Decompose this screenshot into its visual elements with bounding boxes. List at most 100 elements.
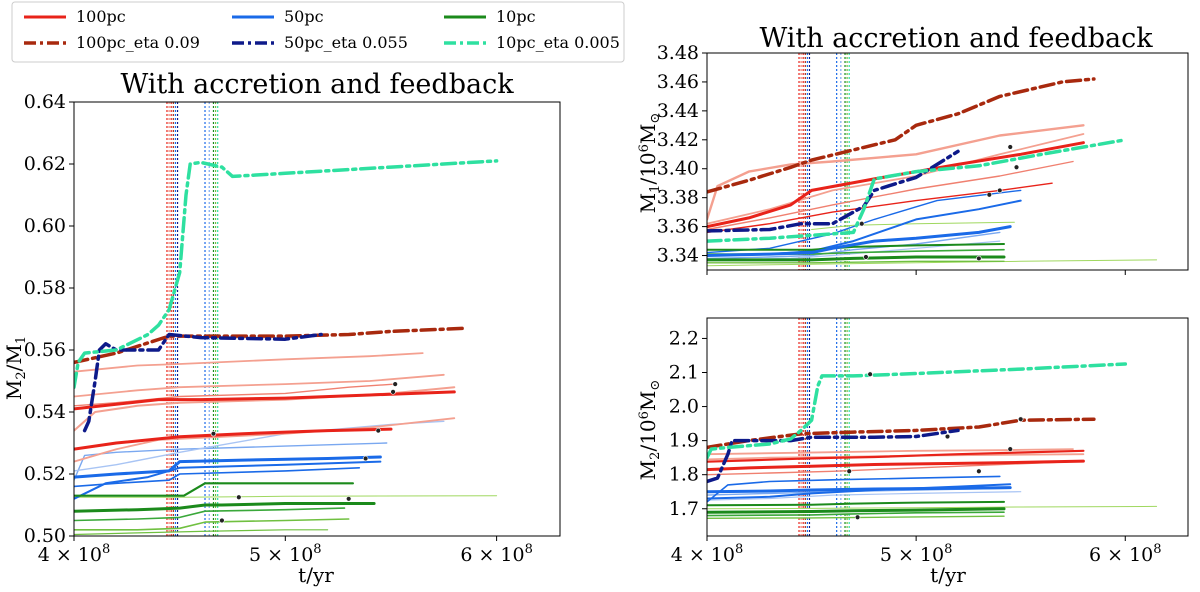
chart-top-right-series-line xyxy=(707,225,1012,257)
legend-item: 100pc xyxy=(24,7,126,26)
chart-bottom-right: 1.71.81.92.02.12.24 × 108 5 × 108 6 × 108 … xyxy=(636,317,1189,587)
chart-left-series-line xyxy=(74,390,456,411)
chart-left-series-line xyxy=(74,529,329,536)
chart-left-xtick-label: 6 × 108 xyxy=(460,542,533,566)
chart-left-plot-area xyxy=(74,102,499,536)
chart-top-right-series-line xyxy=(707,260,1005,264)
chart-top-right-ylabel: M1/106M⊙ xyxy=(636,113,663,214)
chart-left-series-line xyxy=(74,482,354,497)
chart-left-ylabel: M2/M1 xyxy=(2,336,29,400)
chart-bottom-right-xtick-label: 5 × 108 xyxy=(880,542,953,566)
chart-left-axes-frame xyxy=(73,101,561,537)
chart-top-right-series-line xyxy=(811,221,1015,230)
chart-bottom-right-series-line xyxy=(707,449,1085,463)
chart-left-xlabel: t/yr xyxy=(298,563,334,587)
chart-left-series-line xyxy=(74,417,456,463)
chart-left-title: With accretion and feedback xyxy=(120,69,514,100)
chart-bottom-right-series-line xyxy=(707,362,1128,460)
chart-left-ytick-label: 0.52 xyxy=(24,463,66,485)
chart-bottom-right-xlabel: t/yr xyxy=(930,563,966,587)
chart-top-right-merger-marker xyxy=(986,192,993,198)
chart-bottom-right-merger-marker xyxy=(976,468,982,474)
chart-bottom-right-merger-marker xyxy=(846,468,852,474)
chart-bottom-right-ytick-label: 2.2 xyxy=(669,327,699,349)
chart-bottom-right-ytick-label: 1.8 xyxy=(669,464,699,486)
chart-bottom-right-ytick-label: 2.0 xyxy=(669,396,699,418)
chart-top-right-ytick-label: 3.36 xyxy=(657,216,699,238)
chart-top-right-merger-marker xyxy=(1007,144,1013,150)
chart-top-right: With accretion and feedback 3.34 3.36 3.38… xyxy=(636,23,1189,275)
chart-top-right-merger-marker xyxy=(997,187,1003,194)
chart-left-series-line xyxy=(74,383,396,407)
chart-bottom-right-series-line xyxy=(707,483,1012,500)
chart-top-right-series-line xyxy=(707,243,1005,251)
chart-left-series-line xyxy=(74,460,382,500)
chart-bottom-right-merger-marker xyxy=(1007,446,1013,452)
chart-left-series-line xyxy=(74,507,346,522)
chart-left-merger-marker xyxy=(219,517,225,524)
chart-left-ytick-label: 0.50 xyxy=(24,525,66,547)
chart-top-right-ytick-label: 3.40 xyxy=(657,158,699,180)
chart-top-right-plot-area xyxy=(707,53,1158,270)
chart-left-series-line xyxy=(74,159,499,389)
chart-left-xtick-label: 4 × 108 xyxy=(38,542,111,566)
chart-top-right-merger-marker xyxy=(976,255,982,262)
chart-top-right-series-line xyxy=(707,138,1128,243)
chart-bottom-right-ylabel: M2/106M⊙ xyxy=(636,380,663,481)
chart-top-right-ytick-label: 3.44 xyxy=(657,100,699,122)
chart-left-series-line xyxy=(74,502,376,513)
chart-left-merger-marker xyxy=(210,431,217,437)
chart-bottom-right-xtick-label: 4 × 108 xyxy=(671,542,744,566)
chart-bottom-right-plot-area xyxy=(707,318,1158,536)
chart-top-right-ytick-label: 3.38 xyxy=(657,187,699,209)
chart-top-right-axes-frame xyxy=(706,52,1189,271)
chart-left-series-line xyxy=(74,373,445,398)
chart-left-series-line xyxy=(74,427,393,451)
chart-left-merger-marker xyxy=(345,496,352,502)
chart-left-ytick-label: 0.56 xyxy=(24,339,66,361)
chart-left-ytick-label: 0.64 xyxy=(24,91,66,113)
chart-left-series-line xyxy=(74,455,382,479)
chart-left-xtick-label: 5 × 108 xyxy=(249,542,322,566)
chart-bottom-right-ytick-label: 1.9 xyxy=(669,430,699,452)
chart-left-series-line xyxy=(74,466,361,488)
legend-item: 50pc xyxy=(232,7,324,26)
chart-top-right-series-line xyxy=(707,182,1053,234)
legend-label: 10pc_eta 0.005 xyxy=(496,33,620,52)
chart-top-right-merger-marker xyxy=(863,254,869,260)
chart-left-series-line xyxy=(74,326,467,365)
chart-left-series-line xyxy=(74,495,498,498)
chart-top-right-series-line xyxy=(707,77,1096,194)
chart-left-ytick-label: 0.62 xyxy=(24,153,66,175)
legend-item: 10pc xyxy=(444,7,536,26)
chart-bottom-right-series-line xyxy=(707,505,1158,510)
chart-left-series-line xyxy=(74,352,424,373)
chart-bottom-right-ytick-label: 2.1 xyxy=(669,362,699,384)
chart-top-right-series-line xyxy=(707,133,1085,225)
chart-left-merger-marker xyxy=(392,381,398,387)
chart-bottom-right-series-line xyxy=(707,491,1022,501)
chart-bottom-right-series-line xyxy=(707,500,1005,507)
chart-bottom-right-merger-marker xyxy=(944,433,951,440)
chart-top-right-merger-marker xyxy=(859,221,865,227)
chart-top-right-series-line xyxy=(707,255,1006,262)
chart-top-right-series-line xyxy=(707,149,960,233)
chart-top-right-title: With accretion and feedback xyxy=(759,23,1153,54)
legend-label: 10pc xyxy=(496,7,536,26)
chart-top-right-series-line xyxy=(707,259,1158,267)
chart-bottom-right-merger-marker xyxy=(854,514,861,520)
chart-bottom-right-series-line xyxy=(707,511,1005,517)
legend-label: 100pc_eta 0.09 xyxy=(76,33,200,52)
chart-left-series-line xyxy=(74,518,350,531)
legend-label: 50pc_eta 0.055 xyxy=(284,33,408,52)
chart-left-ytick-label: 0.54 xyxy=(24,401,66,423)
chart-top-right-ytick-label: 3.48 xyxy=(657,42,699,64)
chart-top-right-series-line xyxy=(707,124,1085,221)
legend-item: 100pc_eta 0.09 xyxy=(24,33,200,52)
chart-bottom-right-merger-marker xyxy=(1017,416,1024,422)
chart-top-right-series-line xyxy=(707,160,1074,231)
chart-left-ytick-label: 0.58 xyxy=(24,277,66,299)
chart-left-merger-marker xyxy=(390,389,396,395)
chart-bottom-right-ytick-label: 1.7 xyxy=(669,498,699,520)
